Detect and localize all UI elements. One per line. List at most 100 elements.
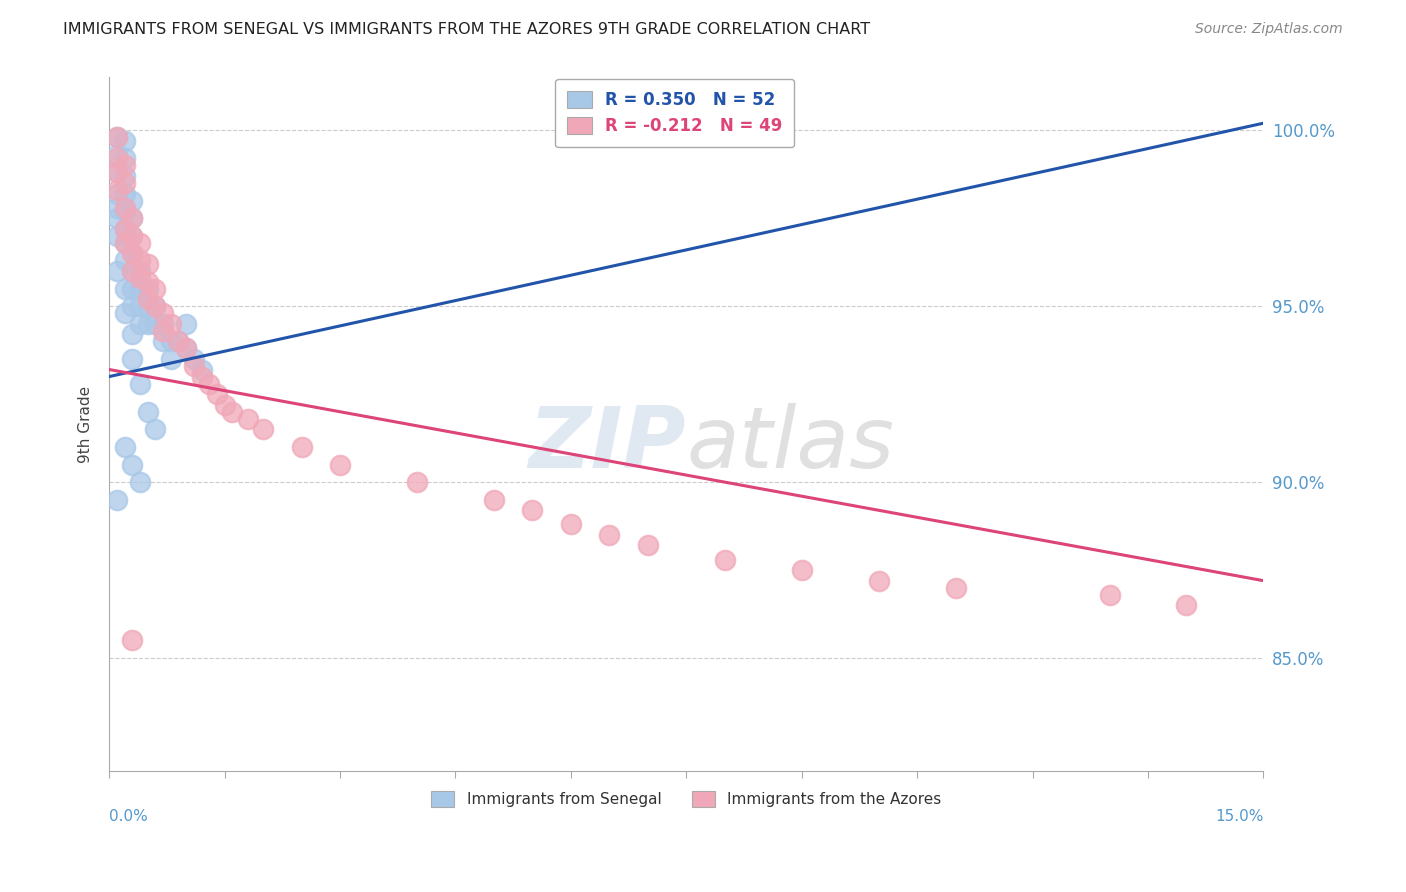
Point: [105, 130, 128, 145]
Point: [121, 264, 143, 278]
Text: 0.0%: 0.0%: [110, 809, 148, 824]
Point: [145, 282, 167, 296]
Point: [291, 440, 314, 454]
Point: [152, 317, 174, 331]
Point: [121, 194, 143, 208]
Point: [159, 317, 181, 331]
Point: [482, 492, 505, 507]
Point: [105, 130, 128, 145]
Point: [129, 253, 152, 268]
Point: [136, 282, 159, 296]
Point: [136, 275, 159, 289]
Point: [167, 334, 190, 349]
Point: [136, 299, 159, 313]
Point: [114, 221, 136, 235]
Point: [129, 264, 152, 278]
Legend: Immigrants from Senegal, Immigrants from the Azores: Immigrants from Senegal, Immigrants from…: [423, 784, 949, 815]
Point: [121, 246, 143, 260]
Point: [105, 211, 128, 226]
Point: [129, 271, 152, 285]
Point: [159, 351, 181, 366]
Point: [114, 221, 136, 235]
Point: [174, 317, 197, 331]
Point: [152, 306, 174, 320]
Point: [136, 292, 159, 306]
Point: [129, 475, 152, 490]
Point: [129, 376, 152, 391]
Point: [114, 235, 136, 250]
Point: [114, 282, 136, 296]
Point: [121, 246, 143, 260]
Point: [114, 306, 136, 320]
Point: [183, 351, 205, 366]
Point: [136, 405, 159, 419]
Point: [174, 342, 197, 356]
Point: [945, 581, 967, 595]
Point: [637, 539, 659, 553]
Point: [114, 176, 136, 190]
Point: [145, 299, 167, 313]
Point: [236, 411, 259, 425]
Y-axis label: 9th Grade: 9th Grade: [79, 385, 93, 463]
Point: [167, 334, 190, 349]
Text: IMMIGRANTS FROM SENEGAL VS IMMIGRANTS FROM THE AZORES 9TH GRADE CORRELATION CHAR: IMMIGRANTS FROM SENEGAL VS IMMIGRANTS FR…: [63, 22, 870, 37]
Text: Source: ZipAtlas.com: Source: ZipAtlas.com: [1195, 22, 1343, 37]
Point: [121, 351, 143, 366]
Point: [136, 317, 159, 331]
Point: [190, 369, 212, 384]
Point: [105, 183, 128, 197]
Point: [121, 458, 143, 472]
Point: [105, 165, 128, 179]
Point: [114, 134, 136, 148]
Point: [121, 282, 143, 296]
Point: [121, 228, 143, 243]
Point: [105, 264, 128, 278]
Point: [214, 398, 236, 412]
Point: [205, 387, 228, 401]
Point: [221, 405, 243, 419]
Point: [129, 235, 152, 250]
Point: [114, 235, 136, 250]
Point: [129, 282, 152, 296]
Point: [114, 201, 136, 215]
Point: [105, 148, 128, 162]
Point: [121, 228, 143, 243]
Point: [105, 165, 128, 179]
Point: [121, 211, 143, 226]
Point: [121, 299, 143, 313]
Point: [560, 517, 582, 532]
Text: ZIP: ZIP: [529, 403, 686, 486]
Point: [152, 334, 174, 349]
Point: [145, 422, 167, 436]
Point: [114, 440, 136, 454]
Point: [121, 264, 143, 278]
Point: [105, 492, 128, 507]
Point: [868, 574, 890, 588]
Point: [114, 152, 136, 166]
Point: [121, 633, 143, 648]
Point: [152, 324, 174, 338]
Point: [114, 158, 136, 172]
Point: [174, 342, 197, 356]
Point: [129, 317, 152, 331]
Point: [136, 257, 159, 271]
Point: [190, 362, 212, 376]
Point: [145, 317, 167, 331]
Point: [105, 228, 128, 243]
Point: [329, 458, 352, 472]
Point: [105, 186, 128, 201]
Point: [121, 211, 143, 226]
Point: [114, 186, 136, 201]
Point: [790, 563, 813, 577]
Point: [105, 152, 128, 166]
Point: [252, 422, 274, 436]
Point: [114, 253, 136, 268]
Point: [114, 169, 136, 183]
Point: [159, 334, 181, 349]
Point: [114, 204, 136, 219]
Point: [121, 327, 143, 342]
Text: 15.0%: 15.0%: [1215, 809, 1264, 824]
Point: [522, 503, 544, 517]
Point: [1175, 599, 1198, 613]
Point: [145, 299, 167, 313]
